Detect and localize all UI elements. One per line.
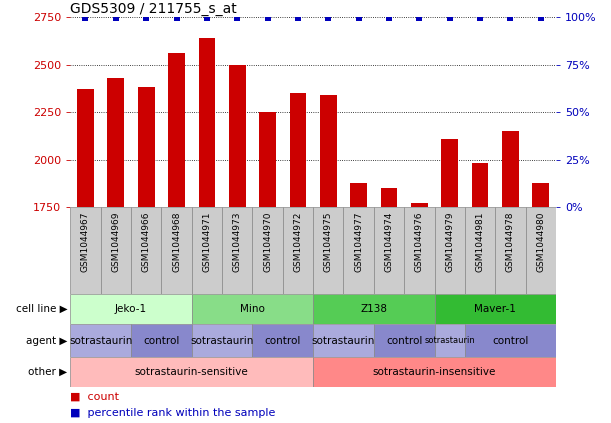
Bar — [532, 183, 549, 207]
Text: GSM1044969: GSM1044969 — [111, 212, 120, 272]
Text: Maver-1: Maver-1 — [474, 304, 516, 314]
Bar — [77, 89, 94, 207]
Text: sotrastaurin-insensitive: sotrastaurin-insensitive — [373, 367, 496, 377]
Point — [414, 14, 424, 21]
Bar — [192, 324, 252, 357]
Point — [475, 14, 485, 21]
Bar — [161, 207, 192, 294]
Point — [232, 14, 242, 21]
Text: sotrastaurin: sotrastaurin — [69, 335, 133, 346]
Text: GSM1044976: GSM1044976 — [415, 212, 424, 272]
Bar — [70, 294, 192, 324]
Bar — [252, 324, 313, 357]
Bar — [525, 207, 556, 294]
Bar — [131, 207, 161, 294]
Bar — [131, 324, 192, 357]
Bar — [259, 112, 276, 207]
Bar — [320, 95, 337, 207]
Text: GSM1044968: GSM1044968 — [172, 212, 181, 272]
Text: GSM1044975: GSM1044975 — [324, 212, 333, 272]
Bar — [108, 78, 124, 207]
Point — [263, 14, 273, 21]
Bar — [374, 324, 434, 357]
Bar — [496, 207, 525, 294]
Bar — [404, 207, 434, 294]
Text: control: control — [143, 335, 180, 346]
Bar — [411, 203, 428, 207]
Text: GSM1044966: GSM1044966 — [142, 212, 151, 272]
Point — [384, 14, 394, 21]
Text: GSM1044980: GSM1044980 — [536, 212, 546, 272]
Text: GSM1044974: GSM1044974 — [384, 212, 393, 272]
Point — [354, 14, 364, 21]
Text: GSM1044971: GSM1044971 — [202, 212, 211, 272]
Bar — [313, 357, 556, 387]
Text: sotrastaurin: sotrastaurin — [312, 335, 375, 346]
Bar — [222, 207, 252, 294]
Bar — [434, 324, 465, 357]
Bar — [70, 207, 101, 294]
Text: GSM1044981: GSM1044981 — [475, 212, 485, 272]
Point — [505, 14, 515, 21]
Text: control: control — [265, 335, 301, 346]
Bar — [313, 324, 374, 357]
Bar — [343, 207, 374, 294]
Point — [111, 14, 121, 21]
Bar — [70, 357, 313, 387]
Text: ■  count: ■ count — [70, 392, 119, 402]
Bar — [290, 93, 306, 207]
Text: GSM1044967: GSM1044967 — [81, 212, 90, 272]
Point — [323, 14, 333, 21]
Text: agent ▶: agent ▶ — [26, 335, 67, 346]
Text: ■  percentile rank within the sample: ■ percentile rank within the sample — [70, 408, 276, 418]
Bar — [313, 294, 434, 324]
Bar — [199, 38, 215, 207]
Text: GSM1044973: GSM1044973 — [233, 212, 242, 272]
Text: GSM1044977: GSM1044977 — [354, 212, 363, 272]
Point — [172, 14, 181, 21]
Bar — [441, 139, 458, 207]
Text: control: control — [492, 335, 529, 346]
Text: GSM1044978: GSM1044978 — [506, 212, 515, 272]
Bar — [192, 294, 313, 324]
Bar — [374, 207, 404, 294]
Text: other ▶: other ▶ — [28, 367, 67, 377]
Text: Jeko-1: Jeko-1 — [115, 304, 147, 314]
Text: sotrastaurin-sensitive: sotrastaurin-sensitive — [135, 367, 249, 377]
Point — [536, 14, 546, 21]
Bar — [252, 207, 283, 294]
Point — [293, 14, 303, 21]
Text: Z138: Z138 — [360, 304, 387, 314]
Bar — [229, 65, 246, 207]
Text: control: control — [386, 335, 422, 346]
Bar — [350, 183, 367, 207]
Text: GSM1044970: GSM1044970 — [263, 212, 272, 272]
Point — [141, 14, 151, 21]
Bar — [472, 164, 488, 207]
Bar — [192, 207, 222, 294]
Bar — [101, 207, 131, 294]
Bar — [465, 324, 556, 357]
Text: GSM1044979: GSM1044979 — [445, 212, 454, 272]
Bar — [502, 131, 519, 207]
Bar — [70, 324, 131, 357]
Point — [445, 14, 455, 21]
Text: cell line ▶: cell line ▶ — [16, 304, 67, 314]
Bar — [381, 188, 397, 207]
Bar — [168, 53, 185, 207]
Bar — [434, 207, 465, 294]
Text: sotrastaurin: sotrastaurin — [425, 336, 475, 345]
Bar — [434, 294, 556, 324]
Bar — [283, 207, 313, 294]
Bar — [138, 88, 155, 207]
Bar — [313, 207, 343, 294]
Text: Mino: Mino — [240, 304, 265, 314]
Text: GDS5309 / 211755_s_at: GDS5309 / 211755_s_at — [70, 2, 237, 16]
Bar — [465, 207, 496, 294]
Text: sotrastaurin: sotrastaurin — [191, 335, 254, 346]
Point — [81, 14, 90, 21]
Point — [202, 14, 212, 21]
Text: GSM1044972: GSM1044972 — [293, 212, 302, 272]
